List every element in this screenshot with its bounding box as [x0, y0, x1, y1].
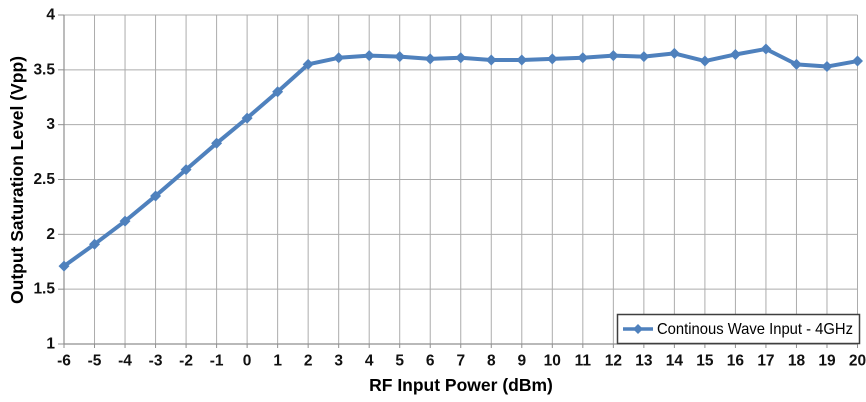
- data-point-marker: [302, 58, 314, 70]
- y-tick-label: 4: [46, 7, 55, 24]
- data-point-marker: [699, 55, 711, 67]
- data-point-marker: [729, 48, 741, 60]
- data-point-marker: [119, 215, 131, 227]
- legend-diamond-marker-icon: [633, 324, 643, 334]
- y-tick-labels: 1 1.5 2 2.5 3 3.5 4: [33, 7, 55, 353]
- x-axis-title: RF Input Power (dBm): [369, 375, 553, 395]
- x-tick-label: 4: [365, 353, 374, 370]
- data-point-marker: [607, 50, 619, 62]
- x-tick-label: 13: [635, 353, 653, 370]
- data-point-marker: [852, 55, 863, 67]
- data-point-marker: [546, 53, 558, 65]
- data-series: [58, 43, 863, 272]
- data-point-marker: [211, 137, 223, 149]
- data-point-marker: [272, 86, 284, 98]
- data-point-marker: [363, 50, 375, 62]
- data-point-marker: [760, 43, 772, 55]
- x-tick-label: 11: [575, 353, 592, 370]
- x-tick-label: 3: [334, 353, 343, 370]
- y-tick-label: 1: [46, 336, 55, 353]
- data-point-marker: [89, 238, 101, 250]
- x-tick-label: 18: [788, 353, 806, 370]
- x-tick-label: 10: [544, 353, 561, 370]
- x-tick-label: 2: [304, 353, 313, 370]
- data-point-marker: [394, 51, 406, 63]
- x-tick-label: -6: [57, 353, 71, 370]
- x-tick-label: 6: [426, 353, 435, 370]
- data-point-marker: [790, 58, 802, 70]
- legend-box: [616, 313, 861, 345]
- axis-tick-marks: [58, 14, 858, 348]
- x-tick-label: 12: [605, 353, 622, 370]
- data-point-marker: [180, 164, 192, 176]
- data-point-marker: [821, 61, 833, 73]
- data-point-marker: [577, 52, 589, 64]
- x-tick-label: 5: [395, 353, 404, 370]
- data-point-marker: [58, 260, 70, 272]
- legend-label: Continous Wave Input - 4GHz: [657, 321, 853, 338]
- x-tick-label: 15: [696, 353, 714, 370]
- x-tick-label: -5: [88, 353, 102, 370]
- x-tick-label: 20: [849, 353, 866, 370]
- x-tick-label: 7: [456, 353, 465, 370]
- data-point-marker: [333, 52, 345, 64]
- x-tick-label: 16: [727, 353, 745, 370]
- x-tick-labels: -6 -5 -4 -3 -2 -1 0 1 2 3 4 5 6 7 8 9 10 11 12 13 14 15 16 17 18…: [57, 353, 866, 370]
- y-tick-label: 1.5: [33, 281, 55, 298]
- x-tick-label: -2: [179, 353, 193, 370]
- x-tick-label: 9: [517, 353, 526, 370]
- x-tick-label: 8: [487, 353, 496, 370]
- data-point-marker: [424, 53, 436, 65]
- data-point-marker: [150, 190, 162, 202]
- legend: Continous Wave Input - 4GHz: [616, 313, 861, 345]
- data-point-marker: [516, 54, 528, 66]
- y-tick-label: 3.5: [33, 61, 55, 78]
- x-tick-label: 0: [243, 353, 252, 370]
- data-point-marker: [668, 47, 680, 59]
- x-tick-label: 19: [818, 353, 836, 370]
- x-tick-label: -1: [210, 353, 224, 370]
- x-tick-label: -4: [118, 353, 132, 370]
- x-tick-label: -3: [149, 353, 163, 370]
- x-tick-label: 1: [273, 353, 282, 370]
- y-axis-title: Output Saturation Level (Vpp): [7, 56, 27, 304]
- data-point-marker: [638, 51, 650, 63]
- data-point-marker: [241, 112, 253, 124]
- y-tick-label: 2: [46, 226, 55, 243]
- y-tick-label: 3: [46, 116, 55, 133]
- y-tick-label: 2.5: [33, 171, 55, 188]
- x-tick-label: 14: [666, 353, 684, 370]
- data-point-marker: [455, 52, 467, 64]
- x-tick-label: 17: [757, 353, 774, 370]
- data-point-marker: [485, 54, 497, 66]
